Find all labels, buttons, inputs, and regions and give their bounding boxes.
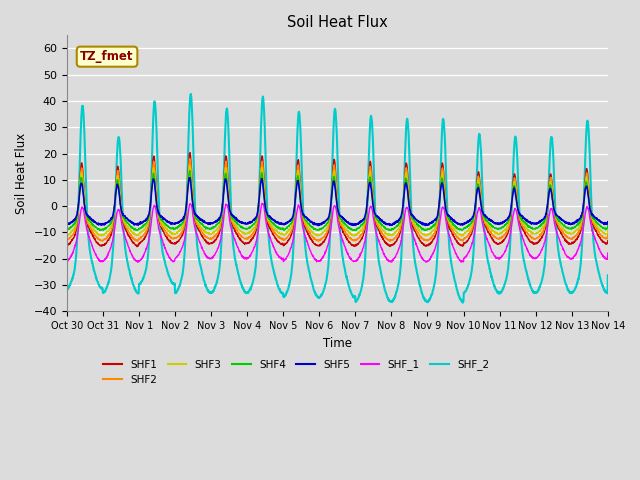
Line: SHF4: SHF4: [67, 171, 608, 230]
SHF5: [495, 221, 502, 227]
SHF5: [214, 217, 221, 223]
Line: SHF2: SHF2: [67, 159, 608, 241]
SHF_1: [422, 259, 429, 265]
SHF1: [572, 237, 579, 243]
SHF3: [604, 228, 612, 233]
SHF3: [495, 230, 502, 236]
SHF5: [353, 221, 361, 227]
SHF5: [572, 218, 579, 224]
Legend: SHF1, SHF2, SHF3, SHF4, SHF5, SHF_1, SHF_2: SHF1, SHF2, SHF3, SHF4, SHF5, SHF_1, SHF…: [99, 355, 493, 389]
SHF2: [557, 226, 564, 231]
SHF5: [422, 223, 429, 228]
SHF1: [63, 243, 70, 249]
SHF5: [63, 220, 70, 226]
SHF2: [495, 236, 502, 242]
SHF_1: [214, 245, 221, 251]
SHF_2: [572, 285, 579, 290]
SHF2: [63, 237, 70, 243]
SHF1: [133, 244, 141, 250]
SHF3: [353, 231, 361, 237]
SHF_2: [187, 91, 195, 97]
SHF_1: [495, 256, 502, 262]
Y-axis label: Soil Heat Flux: Soil Heat Flux: [15, 132, 28, 214]
SHF1: [604, 238, 612, 243]
SHF3: [365, 177, 372, 183]
SHF3: [63, 232, 70, 238]
SHF1: [557, 229, 564, 235]
SHF3: [186, 162, 193, 168]
SHF4: [557, 219, 564, 225]
SHF4: [495, 226, 502, 231]
SHF5: [186, 175, 193, 180]
Text: TZ_fmet: TZ_fmet: [80, 50, 134, 63]
SHF1: [365, 169, 373, 175]
SHF2: [604, 232, 612, 238]
SHF2: [353, 237, 361, 242]
SHF4: [604, 223, 612, 228]
SHF_1: [353, 257, 361, 263]
SHF3: [214, 225, 221, 231]
SHF_1: [258, 200, 266, 206]
SHF4: [186, 168, 194, 174]
SHF4: [365, 178, 373, 184]
SHF1: [495, 241, 502, 247]
SHF5: [557, 215, 564, 221]
SHF_2: [459, 300, 467, 306]
SHF1: [353, 242, 361, 248]
SHF_1: [557, 239, 564, 245]
SHF_2: [63, 286, 70, 292]
SHF4: [214, 220, 222, 226]
Line: SHF1: SHF1: [67, 153, 608, 247]
X-axis label: Time: Time: [323, 336, 352, 349]
Line: SHF3: SHF3: [67, 165, 608, 236]
SHF_2: [604, 273, 612, 278]
SHF_2: [353, 298, 361, 303]
SHF_2: [557, 261, 564, 266]
Line: SHF5: SHF5: [67, 178, 608, 226]
SHF4: [572, 224, 579, 230]
Line: SHF_2: SHF_2: [67, 94, 608, 303]
SHF2: [572, 233, 579, 239]
SHF2: [214, 229, 222, 235]
SHF_1: [365, 211, 372, 217]
SHF4: [96, 228, 104, 233]
Title: Soil Heat Flux: Soil Heat Flux: [287, 15, 388, 30]
SHF1: [214, 233, 222, 239]
SHF3: [572, 228, 579, 234]
SHF_1: [572, 252, 579, 257]
SHF5: [604, 219, 612, 225]
SHF1: [186, 150, 194, 156]
SHF_2: [214, 275, 221, 281]
Line: SHF_1: SHF_1: [67, 203, 608, 262]
SHF_1: [604, 250, 612, 256]
SHF3: [458, 233, 465, 239]
SHF_2: [365, 157, 372, 163]
SHF2: [186, 156, 193, 162]
SHF4: [353, 226, 361, 231]
SHF_1: [63, 259, 70, 264]
SHF_2: [495, 290, 502, 296]
SHF2: [365, 173, 373, 179]
SHF5: [365, 184, 372, 190]
SHF2: [134, 239, 141, 244]
SHF4: [63, 227, 70, 233]
SHF3: [557, 222, 564, 228]
